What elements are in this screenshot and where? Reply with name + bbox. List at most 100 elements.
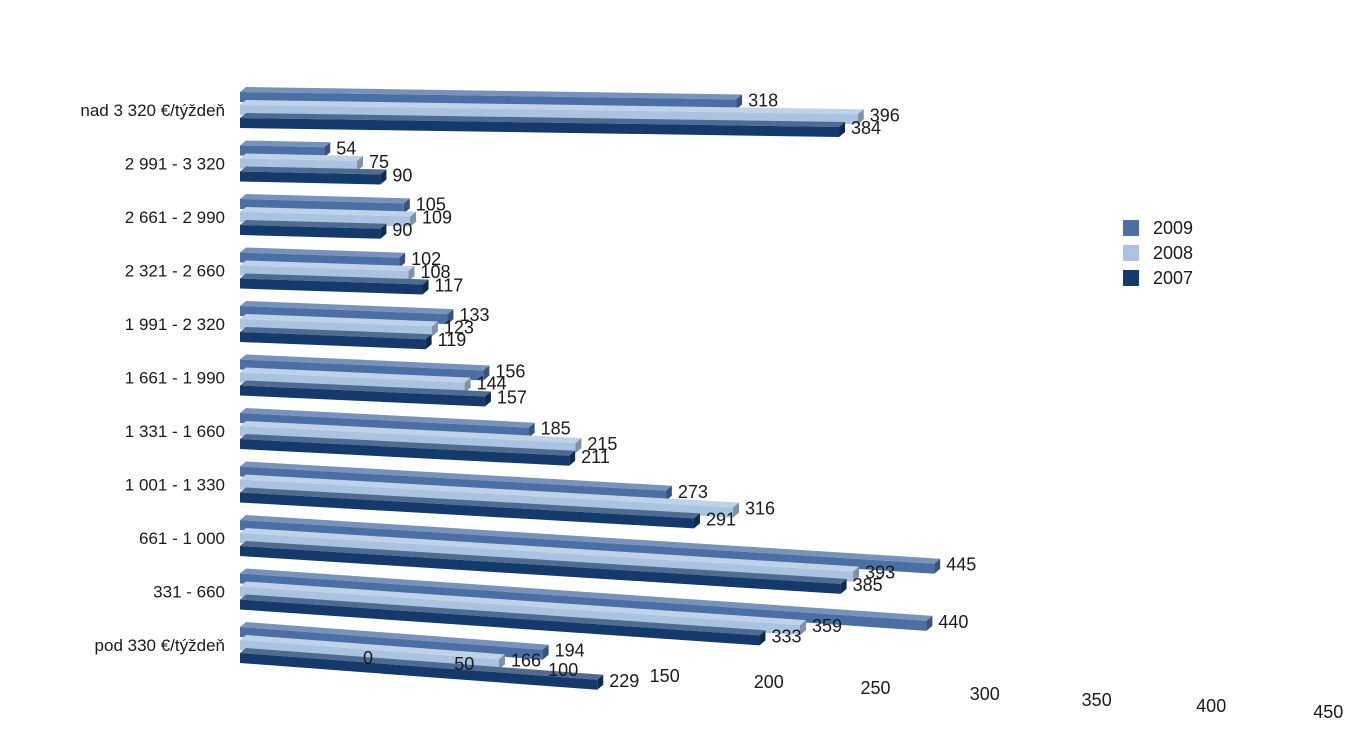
category-label-7: 2 321 - 2 660 (125, 262, 225, 281)
bar-2008-10 (240, 105, 858, 125)
value-label-2009-4: 185 (541, 419, 571, 439)
bar-2008-2 (240, 533, 854, 582)
bar-top-2007-5 (240, 380, 491, 397)
bar-end-2007-2 (840, 578, 847, 594)
bar-top-2007-0 (240, 648, 604, 680)
value-label-2007-5: 157 (497, 388, 527, 408)
bar-top-2009-0 (240, 622, 549, 650)
value-label-2008-0: 166 (511, 650, 541, 670)
value-label-2007-1: 333 (771, 626, 801, 646)
bar-2008-5 (240, 372, 465, 393)
bar-top-2008-6 (240, 314, 438, 327)
value-label-2007-10: 384 (851, 118, 881, 138)
bar-end-2009-8 (403, 198, 410, 214)
value-label-2007-6: 119 (438, 330, 467, 350)
bar-top-2008-9 (240, 153, 363, 161)
bar-2007-0 (240, 653, 598, 690)
value-label-2008-5: 144 (477, 374, 507, 394)
value-label-2007-3: 291 (706, 509, 736, 529)
value-label-2007-0: 229 (609, 671, 639, 691)
bar-end-2007-3 (693, 513, 700, 529)
bar-top-2008-4 (240, 421, 582, 444)
bar-end-2007-10 (839, 121, 846, 137)
category-label-8: 2 661 - 2 990 (125, 208, 225, 227)
category-label-9: 2 991 - 3 320 (125, 155, 225, 174)
bar-end-2009-2 (934, 558, 941, 574)
bar-end-2008-10 (857, 109, 864, 125)
category-label-10: nad 3 320 €/týždeň (80, 101, 225, 120)
bar-end-2008-6 (431, 321, 438, 337)
category-label-2: 661 - 1 000 (139, 529, 225, 548)
value-label-2009-5: 156 (495, 361, 525, 381)
bar-top-2007-1 (240, 594, 766, 636)
value-label-2009-0: 194 (555, 641, 585, 661)
value-label-2009-10: 318 (748, 90, 778, 110)
bar-top-2007-8 (240, 220, 387, 229)
bar-end-2009-0 (542, 644, 549, 660)
category-label-3: 1 001 - 1 330 (125, 476, 225, 495)
value-label-2008-9: 75 (369, 152, 389, 172)
legend-swatch-2007 (1123, 270, 1139, 286)
bar-end-2008-4 (575, 438, 582, 454)
bar-end-2007-6 (425, 334, 432, 350)
value-label-2007-9: 90 (392, 165, 412, 185)
bar-top-2008-1 (240, 581, 807, 626)
bar-top-2008-2 (240, 528, 860, 572)
bar-2009-5 (240, 359, 484, 381)
bar-2007-5 (240, 385, 485, 407)
bar-end-2007-7 (422, 279, 429, 295)
bar-2007-4 (240, 439, 570, 466)
value-label-2009-9: 54 (336, 138, 356, 158)
bar-top-2008-0 (240, 635, 505, 660)
bar-top-2007-6 (240, 327, 432, 340)
legend: 2009 2008 2007 (1123, 218, 1193, 288)
bar-end-2008-5 (464, 377, 471, 393)
labels-layer: 194 166 229 pod 330 €/týždeň 440 359 333 331 - … (80, 90, 976, 690)
value-label-2008-1: 359 (812, 616, 842, 636)
value-label-2009-3: 273 (678, 482, 708, 502)
bar-2007-8 (240, 225, 381, 239)
bar-2008-1 (240, 586, 801, 636)
bar-top-2008-8 (240, 207, 417, 217)
bar-top-2008-3 (240, 474, 739, 508)
category-label-5: 1 661 - 1 990 (125, 369, 225, 388)
bar-top-2009-1 (240, 568, 933, 621)
x-tick-350: 350 (1082, 690, 1112, 710)
bar-2009-7 (240, 252, 400, 268)
bar-top-2008-10 (240, 100, 864, 115)
bar-top-2009-8 (240, 194, 410, 204)
bar-2008-0 (240, 640, 499, 670)
bar-end-2007-1 (759, 630, 766, 646)
value-label-2008-4: 215 (587, 434, 617, 454)
category-label-4: 1 331 - 1 660 (125, 422, 225, 441)
value-label-2009-8: 105 (416, 194, 446, 214)
value-label-2007-4: 211 (581, 447, 610, 467)
category-label-6: 1 991 - 2 320 (125, 315, 225, 334)
value-label-2008-8: 109 (422, 208, 452, 228)
x-tick-0: 0 (363, 648, 373, 668)
bar-end-2008-8 (410, 211, 417, 227)
bar-end-2007-5 (484, 391, 491, 407)
bar-top-2007-2 (240, 541, 847, 584)
bar-top-2009-6 (240, 301, 454, 315)
bar-2008-6 (240, 319, 432, 337)
bar-top-2007-3 (240, 487, 700, 519)
bar-end-2009-1 (926, 615, 933, 631)
bar-end-2008-7 (408, 266, 415, 282)
bar-end-2008-3 (732, 502, 739, 518)
value-label-2008-6: 123 (444, 317, 474, 337)
value-label-2008-10: 396 (870, 105, 900, 125)
bar-2007-10 (240, 118, 840, 137)
bar-end-2007-0 (597, 674, 604, 690)
category-label-1: 331 - 660 (153, 583, 225, 602)
bar-2009-0 (240, 627, 543, 660)
bar-2009-2 (240, 520, 935, 574)
bar-2009-1 (240, 573, 927, 631)
x-tick-50: 50 (454, 654, 474, 674)
bar-end-2008-9 (357, 155, 363, 171)
x-tick-150: 150 (650, 666, 680, 686)
bar-end-2009-4 (528, 422, 535, 438)
value-label-2009-1: 440 (938, 612, 968, 632)
bar-2007-3 (240, 492, 694, 529)
